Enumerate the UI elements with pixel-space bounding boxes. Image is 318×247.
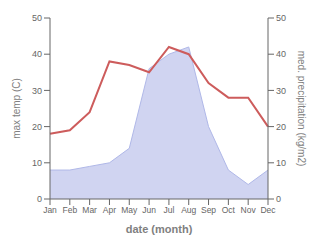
svg-text:20: 20 — [276, 122, 286, 132]
svg-text:Oct: Oct — [222, 205, 236, 215]
svg-text:10: 10 — [276, 158, 286, 168]
svg-text:40: 40 — [276, 49, 286, 59]
svg-text:date (month): date (month) — [126, 223, 193, 235]
svg-text:0: 0 — [276, 194, 281, 204]
svg-text:Jul: Jul — [163, 205, 174, 215]
svg-text:Jan: Jan — [43, 205, 57, 215]
svg-text:0: 0 — [37, 194, 42, 204]
svg-text:40: 40 — [32, 49, 42, 59]
svg-text:20: 20 — [32, 122, 42, 132]
svg-text:Mar: Mar — [82, 205, 97, 215]
svg-text:50: 50 — [276, 13, 286, 23]
svg-text:Dec: Dec — [260, 205, 276, 215]
svg-text:Feb: Feb — [62, 205, 77, 215]
svg-text:Apr: Apr — [103, 205, 116, 215]
svg-text:med. precipitation (kg/m2): med. precipitation (kg/m2) — [296, 51, 307, 167]
svg-text:30: 30 — [32, 86, 42, 96]
svg-text:10: 10 — [32, 158, 42, 168]
svg-text:max temp (C): max temp (C) — [11, 78, 22, 139]
svg-text:May: May — [121, 205, 138, 215]
svg-text:Sep: Sep — [201, 205, 216, 215]
svg-text:50: 50 — [32, 13, 42, 23]
svg-text:Aug: Aug — [181, 205, 196, 215]
svg-text:Nov: Nov — [241, 205, 257, 215]
svg-text:Jun: Jun — [142, 205, 156, 215]
svg-text:30: 30 — [276, 86, 286, 96]
